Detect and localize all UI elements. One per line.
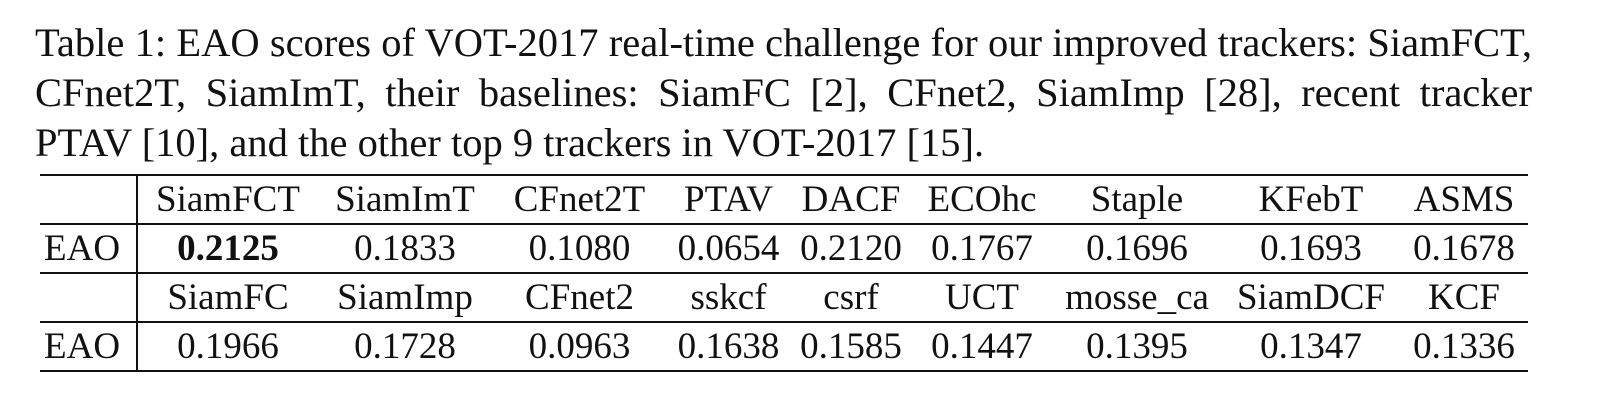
header-cell: UCT xyxy=(912,273,1052,323)
value-cell: 0.1585 xyxy=(790,322,912,372)
value-cell: 0.1336 xyxy=(1400,322,1528,372)
header-cell: SiamImT xyxy=(318,175,492,225)
value-cell: 0.1696 xyxy=(1052,224,1222,274)
header-cell: CFnet2 xyxy=(492,273,667,323)
header-cell: KFebT xyxy=(1222,175,1400,225)
header-cell: sskcf xyxy=(667,273,790,323)
header-cell: KCF xyxy=(1400,273,1528,323)
header-row: SiamFCT SiamImT CFnet2T PTAV DACF ECOhc Staple… xyxy=(40,175,1528,225)
header-cell: CFnet2T xyxy=(492,175,667,225)
value-cell: 0.1678 xyxy=(1400,224,1528,274)
header-cell: SiamDCF xyxy=(1222,273,1400,323)
header-cell: SiamImp xyxy=(318,273,492,323)
value-cell: 0.1728 xyxy=(318,322,492,372)
header-cell: mosse_ca xyxy=(1052,273,1222,323)
header-cell: csrf xyxy=(790,273,912,323)
value-cell: 0.0963 xyxy=(492,322,667,372)
value-cell: 0.1693 xyxy=(1222,224,1400,274)
value-cell: 0.2125 xyxy=(137,224,318,274)
row-label: EAO xyxy=(40,224,138,274)
value-cell: 0.0654 xyxy=(667,224,790,274)
table-body: SiamFCT SiamImT CFnet2T PTAV DACF ECOhc Staple… xyxy=(40,175,1528,372)
value-row: EAO 0.2125 0.1833 0.1080 0.0654 0.2120 0.1767 0… xyxy=(40,224,1528,274)
value-cell: 0.1447 xyxy=(912,322,1052,372)
value-cell: 0.1395 xyxy=(1052,322,1222,372)
row-label: EAO xyxy=(40,322,138,372)
value-cell: 0.1966 xyxy=(137,322,318,372)
empty-cell xyxy=(40,273,138,323)
empty-cell xyxy=(40,175,138,225)
header-cell: SiamFCT xyxy=(137,175,318,225)
header-cell: DACF xyxy=(790,175,912,225)
value-cell: 0.1638 xyxy=(667,322,790,372)
header-cell: Staple xyxy=(1052,175,1222,225)
value-cell: 0.1080 xyxy=(492,224,667,274)
value-cell: 0.1767 xyxy=(912,224,1052,274)
header-cell: PTAV xyxy=(667,175,790,225)
header-cell: ASMS xyxy=(1400,175,1528,225)
results-table: SiamFCT SiamImT CFnet2T PTAV DACF ECOhc Staple… xyxy=(40,174,1528,372)
table-caption: Table 1: EAO scores of VOT-2017 real-tim… xyxy=(35,20,1532,165)
header-cell: ECOhc xyxy=(912,175,1052,225)
header-cell: SiamFC xyxy=(137,273,318,323)
value-cell: 0.1833 xyxy=(318,224,492,274)
header-row: SiamFC SiamImp CFnet2 sskcf csrf UCT mosse_ca S… xyxy=(40,273,1528,323)
value-cell: 0.2120 xyxy=(790,224,912,274)
value-cell: 0.1347 xyxy=(1222,322,1400,372)
value-row: EAO 0.1966 0.1728 0.0963 0.1638 0.1585 0.1447 0… xyxy=(40,322,1528,372)
